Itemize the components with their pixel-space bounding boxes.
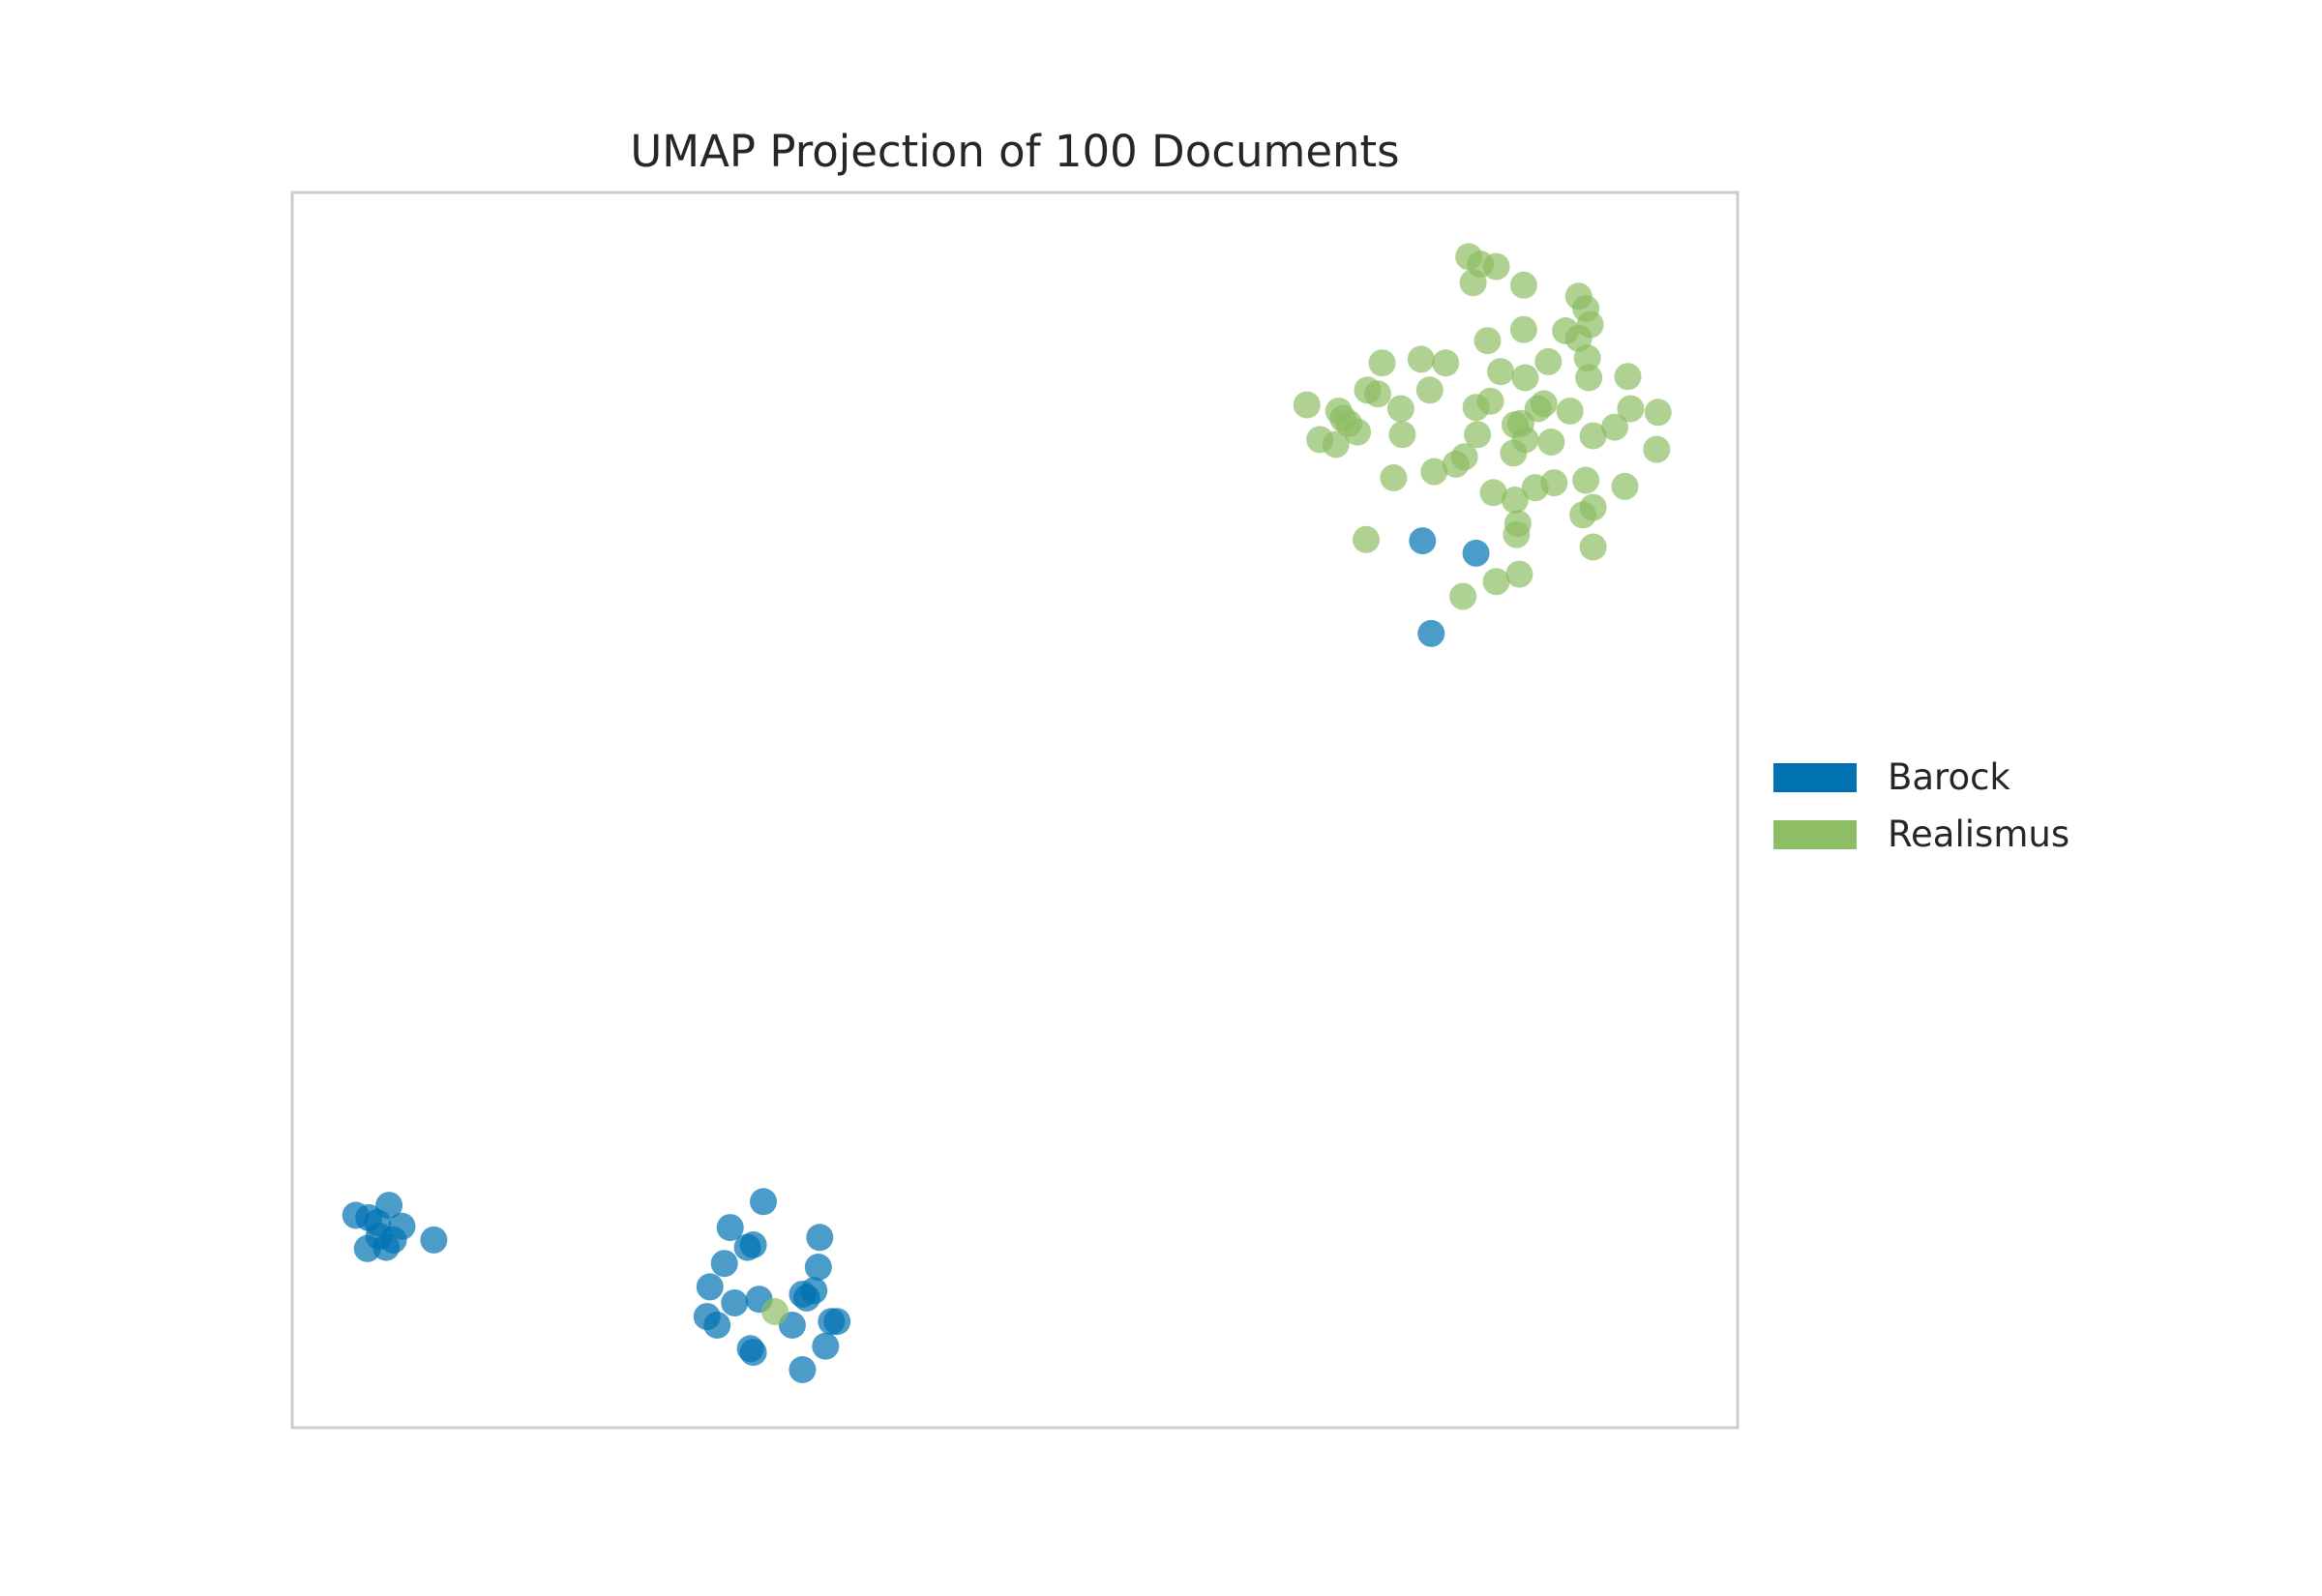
point-realismus-15 (1407, 345, 1435, 373)
point-realismus-46 (1322, 430, 1350, 458)
point-realismus-22 (1415, 376, 1444, 404)
legend-swatch-realismus (1773, 820, 1857, 849)
point-realismus-47 (1500, 439, 1528, 467)
point-realismus-62 (1503, 520, 1531, 548)
point-barock-18 (721, 1289, 749, 1316)
point-realismus-55 (1611, 472, 1639, 500)
point-realismus-17 (1487, 358, 1514, 386)
point-barock-8 (420, 1226, 448, 1254)
point-realismus-12 (1534, 347, 1563, 375)
point-realismus-64 (1579, 533, 1607, 561)
point-realismus-40 (1388, 421, 1416, 449)
legend-label-barock: Barock (1888, 756, 2010, 798)
point-realismus-54 (1572, 466, 1600, 494)
point-realismus-68 (761, 1298, 789, 1325)
chart-title: UMAP Projection of 100 Documents (630, 126, 1399, 177)
point-realismus-27 (1386, 395, 1414, 423)
point-realismus-33 (1644, 399, 1672, 427)
point-realismus-3 (1459, 269, 1487, 297)
point-realismus-39 (1344, 418, 1372, 446)
point-realismus-38 (1601, 413, 1628, 441)
point-barock-24 (703, 1312, 731, 1339)
point-realismus-50 (1380, 464, 1408, 491)
point-barock-32 (1409, 527, 1437, 555)
point-barock-13 (739, 1231, 767, 1258)
data-points (342, 243, 1672, 1383)
point-realismus-43 (1537, 429, 1565, 456)
legend-label-realismus: Realismus (1888, 813, 2069, 855)
point-barock-33 (1462, 539, 1490, 567)
point-realismus-18 (1511, 364, 1539, 392)
point-barock-11 (716, 1214, 744, 1242)
point-realismus-56 (1479, 479, 1507, 507)
point-barock-15 (806, 1224, 834, 1252)
point-realismus-65 (1449, 582, 1477, 610)
point-realismus-41 (1464, 421, 1492, 449)
point-realismus-28 (1462, 394, 1490, 422)
point-realismus-32 (1617, 395, 1645, 423)
point-realismus-16 (1432, 349, 1460, 377)
point-barock-7 (372, 1233, 401, 1261)
point-barock-29 (789, 1356, 817, 1383)
point-realismus-20 (1614, 363, 1642, 391)
point-realismus-8 (1509, 315, 1537, 343)
point-realismus-13 (1573, 344, 1601, 372)
point-realismus-4 (1509, 271, 1537, 299)
point-realismus-63 (1353, 525, 1380, 553)
point-realismus-52 (1442, 450, 1470, 478)
point-barock-31 (792, 1284, 820, 1312)
point-barock-14 (710, 1250, 738, 1278)
point-realismus-31 (1556, 398, 1584, 425)
point-realismus-23 (1364, 380, 1391, 408)
point-barock-16 (804, 1254, 832, 1281)
point-realismus-60 (1579, 493, 1607, 521)
point-realismus-25 (1293, 391, 1321, 419)
point-realismus-51 (1420, 458, 1448, 486)
point-barock-34 (1417, 619, 1445, 647)
point-barock-10 (750, 1188, 777, 1216)
point-realismus-66 (1482, 568, 1510, 596)
point-realismus-67 (1505, 560, 1533, 588)
point-barock-26 (812, 1332, 840, 1360)
point-barock-9 (364, 1209, 392, 1236)
point-barock-30 (823, 1308, 851, 1336)
point-realismus-10 (1474, 327, 1502, 355)
legend: Barock Realismus (1773, 756, 2069, 855)
point-barock-17 (696, 1273, 724, 1301)
point-barock-28 (739, 1339, 767, 1367)
point-realismus-58 (1521, 474, 1549, 502)
point-realismus-19 (1575, 364, 1603, 392)
point-realismus-2 (1482, 252, 1510, 281)
point-realismus-49 (1643, 435, 1671, 463)
point-realismus-14 (1368, 349, 1396, 377)
legend-swatch-barock (1773, 763, 1857, 792)
point-realismus-57 (1501, 487, 1529, 514)
point-realismus-44 (1579, 422, 1607, 450)
